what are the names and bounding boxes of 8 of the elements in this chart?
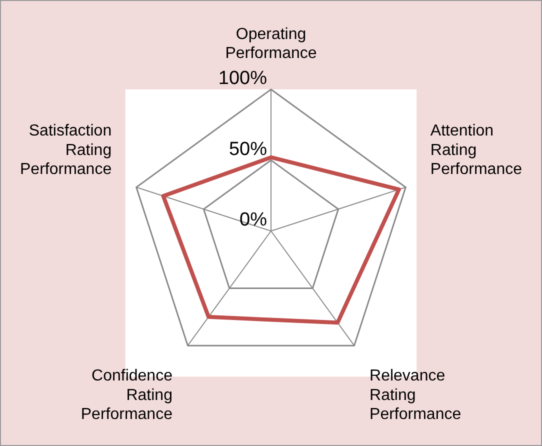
spoke-label: Confidence Rating Performance [80, 368, 173, 424]
spoke-label: Relevance Rating Performance [370, 368, 462, 424]
spoke-label: Attention Rating Performance [430, 122, 522, 178]
y-tick-label: 50% [228, 138, 268, 160]
spoke-label: Operating Performance [225, 26, 317, 62]
y-tick-label: 0% [240, 210, 268, 231]
y-tick-label: 100% [218, 68, 268, 90]
spoke-label: Satisfaction Rating Performance [20, 122, 112, 178]
